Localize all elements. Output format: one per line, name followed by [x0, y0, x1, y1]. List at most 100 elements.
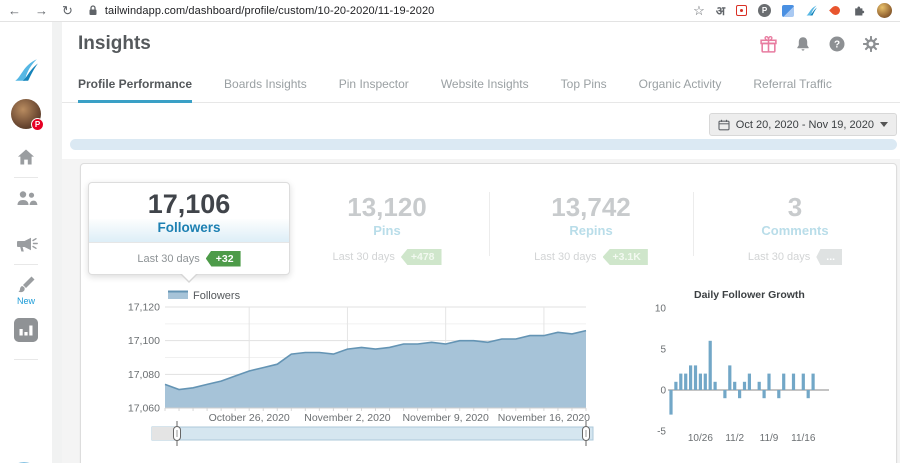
- browser-reload-icon[interactable]: ↻: [62, 3, 73, 18]
- url-text: tailwindapp.com/dashboard/profile/custom…: [104, 4, 435, 17]
- sidebar-item-marketing[interactable]: [0, 234, 52, 253]
- sidebar-item-insights[interactable]: [0, 318, 52, 342]
- tailwind-logo[interactable]: [0, 56, 52, 84]
- stat-card-pins[interactable]: 13,120 Pins Last 30 days +478: [285, 192, 489, 265]
- lock-icon: [89, 5, 97, 15]
- daily-growth-bar-chart: Daily Follower Growth 10 5 0 -5 10/26 11/2 11/9…: [655, 289, 829, 444]
- charts-region: 17,060 17,080 17,100 17,120 October 26, 2020…: [128, 289, 829, 446]
- tab-pin-inspector[interactable]: Pin Inspector: [338, 77, 409, 91]
- stat-change-badge: +32: [205, 250, 241, 267]
- sidebar-divider: [14, 264, 38, 265]
- growth-bar: [733, 381, 737, 390]
- tab-referral-traffic[interactable]: Referral Traffic: [753, 77, 832, 91]
- tab-boards-insights[interactable]: Boards Insights: [224, 77, 307, 91]
- tailwind-logo-icon: [15, 59, 38, 81]
- growth-bar: [791, 373, 796, 390]
- header-icons: ?: [759, 35, 880, 54]
- growth-bar: [723, 390, 727, 399]
- stat-divider: [693, 192, 694, 256]
- stat-card-followers-active[interactable]: 17,106 Followers Last 30 days +32: [88, 182, 290, 283]
- tab-profile-performance[interactable]: Profile Performance: [78, 66, 193, 103]
- sidebar-divider: [14, 359, 38, 360]
- stat-period: Last 30 days: [137, 252, 200, 265]
- growth-bar: [679, 373, 683, 390]
- growth-bar: [811, 373, 815, 390]
- gift-icon[interactable]: [759, 35, 778, 54]
- stat-period: Last 30 days: [747, 251, 811, 263]
- browser-back-icon[interactable]: ←: [8, 3, 21, 18]
- growth-bar: [777, 390, 781, 399]
- browser-profile-avatar[interactable]: [877, 3, 892, 18]
- growth-bar: [703, 373, 707, 390]
- notifications-bell-icon[interactable]: [794, 35, 812, 53]
- stat-card-repins[interactable]: 13,742 Repins Last 30 days +3.1K: [489, 192, 693, 265]
- growth-bar: [669, 390, 673, 415]
- stat-period: Last 30 days: [332, 251, 395, 263]
- x-axis-tick-label: November 2, 2020: [304, 412, 391, 424]
- home-icon: [18, 149, 34, 165]
- bookmark-star-icon[interactable]: ☆: [693, 2, 705, 18]
- stat-value: 13,120: [347, 192, 427, 222]
- tab-top-pins[interactable]: Top Pins: [560, 77, 607, 91]
- collapsed-banner: [70, 139, 897, 150]
- followers-area-chart: 17,060 17,080 17,100 17,120 October 26, 2020…: [128, 302, 590, 425]
- stat-value: 13,742: [551, 192, 631, 222]
- stat-divider: [489, 192, 490, 256]
- settings-gear-icon[interactable]: [862, 35, 880, 53]
- growth-bar: [693, 365, 698, 390]
- address-bar[interactable]: tailwindapp.com/dashboard/profile/custom…: [87, 4, 693, 17]
- growth-bar: [767, 373, 771, 390]
- docs-extension-icon[interactable]: [782, 4, 794, 17]
- range-slider[interactable]: [151, 421, 594, 446]
- card-notch: [181, 273, 197, 281]
- growth-bar: [762, 390, 766, 399]
- translate-extension-icon[interactable]: अ: [715, 4, 725, 18]
- growth-bar: [806, 390, 810, 399]
- date-range-label: Oct 20, 2020 - Nov 19, 2020: [735, 118, 874, 131]
- flame-extension-icon[interactable]: [829, 4, 842, 17]
- sidebar: P New ?: [0, 22, 52, 463]
- users-icon: [17, 191, 37, 205]
- stat-label: Repins: [569, 223, 613, 238]
- growth-bar: [713, 381, 717, 390]
- growth-bar: [738, 390, 742, 399]
- filter-row: Oct 20, 2020 - Nov 19, 2020: [62, 103, 900, 159]
- main-content: Insights ? Profile Performance Boards In…: [62, 22, 900, 463]
- tab-website-insights[interactable]: Website Insights: [440, 77, 529, 91]
- y-axis-tick-label: 17,100: [128, 335, 160, 347]
- slider-handle-left[interactable]: [173, 421, 181, 446]
- growth-bar: [782, 373, 786, 390]
- date-range-picker[interactable]: Oct 20, 2020 - Nov 19, 2020: [708, 113, 897, 136]
- browser-extensions: ☆ अ P: [693, 2, 892, 19]
- insights-tabs: Profile Performance Boards Insights Pin …: [62, 66, 900, 103]
- y-axis-tick-label: -5: [657, 427, 666, 438]
- x-axis-tick-label: October 26, 2020: [209, 412, 290, 424]
- page-header: Insights ?: [62, 22, 900, 66]
- puzzle-extensions-icon[interactable]: [853, 4, 866, 17]
- stat-label: Pins: [373, 223, 401, 238]
- pinterest-extension-icon[interactable]: P: [758, 4, 771, 17]
- red-extension-icon[interactable]: [736, 5, 747, 16]
- sidebar-profile-avatar[interactable]: P: [0, 99, 52, 131]
- sidebar-gutter: [52, 22, 62, 463]
- sidebar-divider: [14, 177, 38, 178]
- followers-area: [165, 330, 586, 408]
- sidebar-item-communities[interactable]: [0, 190, 52, 207]
- browser-forward-icon[interactable]: →: [35, 3, 48, 18]
- tailwind-extension-icon[interactable]: [805, 4, 818, 17]
- y-axis-tick-label: 17,080: [128, 369, 160, 381]
- sidebar-item-create[interactable]: [0, 275, 52, 295]
- sidebar-item-home[interactable]: [0, 148, 52, 166]
- help-circle-icon[interactable]: ?: [828, 35, 846, 53]
- growth-bar: [708, 340, 712, 390]
- growth-bar: [742, 381, 747, 390]
- tab-organic-activity[interactable]: Organic Activity: [638, 77, 722, 91]
- stat-label: Comments: [761, 223, 829, 238]
- slider-handle-right[interactable]: [582, 421, 590, 446]
- stat-card-comments[interactable]: 3 Comments Last 30 days...: [693, 192, 897, 265]
- insights-icon: [14, 318, 38, 342]
- growth-bar: [728, 365, 732, 390]
- x-axis-tick-label: 11/9: [760, 433, 779, 444]
- x-axis-tick-label: 10/26: [688, 433, 713, 444]
- stat-period: Last 30 days: [534, 251, 597, 263]
